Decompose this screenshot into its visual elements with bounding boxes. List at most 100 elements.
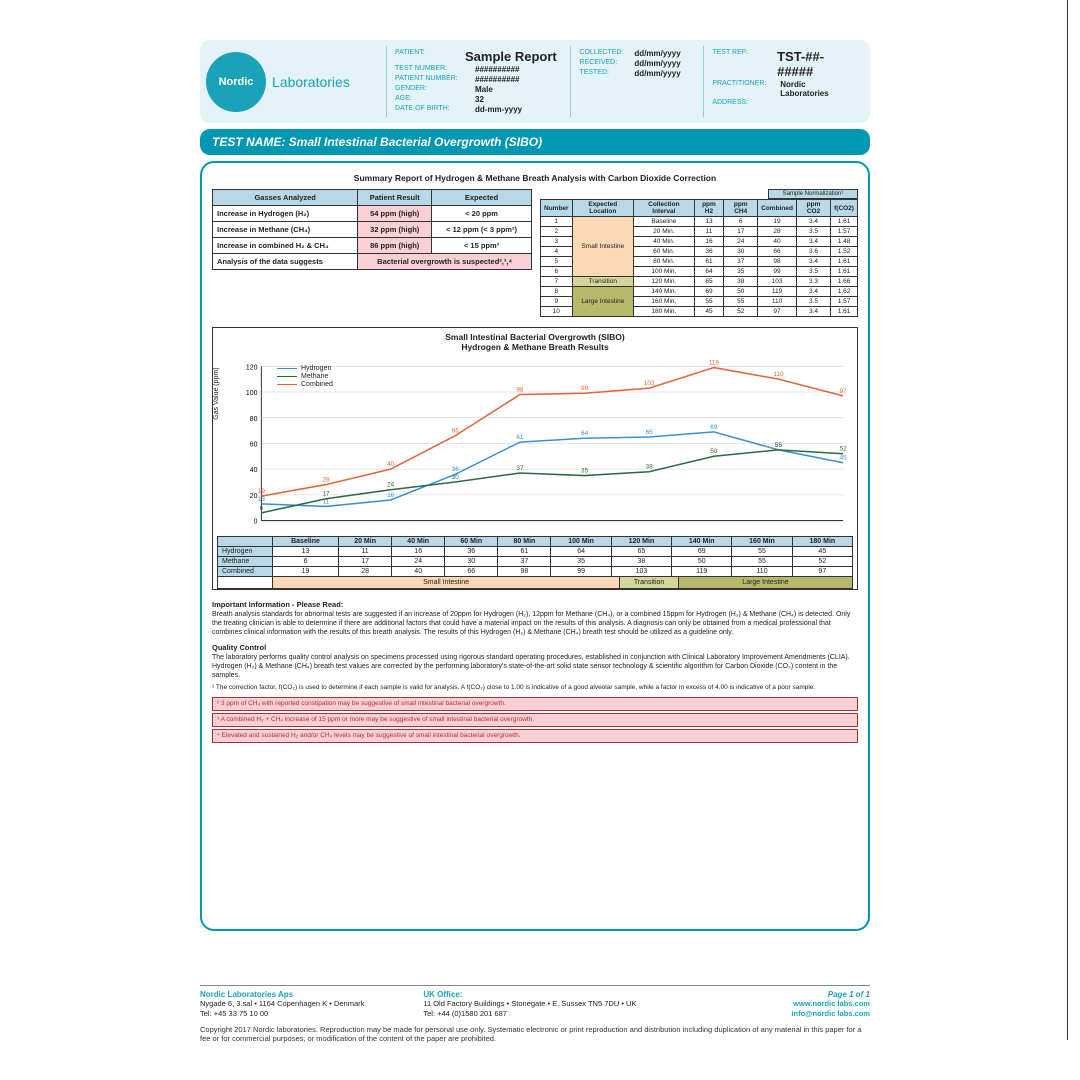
chart-legend: HydrogenMethaneCombined xyxy=(277,364,333,389)
hdr-label: RECEIVED: xyxy=(579,59,634,68)
logo-circle: Nordic xyxy=(206,52,266,112)
hdr-value: Nordic Laboratories xyxy=(780,80,854,98)
cdata-row: Methane6172430373538505552 xyxy=(218,557,853,567)
svg-text:80: 80 xyxy=(250,416,258,423)
sample-row: 1Small IntestineBaseline136193.41.61 xyxy=(541,217,858,227)
footer-web: www.nordic labs.com xyxy=(647,999,870,1009)
info-p1: Breath analysis standards for abnormal t… xyxy=(212,611,850,636)
test-name-bar: TEST NAME: Small Intestinal Bacterial Ov… xyxy=(200,129,870,155)
svg-text:66: 66 xyxy=(452,428,459,435)
hdr-value: dd/mm/yyyy xyxy=(634,69,680,78)
patient-name: Sample Report xyxy=(465,49,557,64)
footer-copyright: Copyright 2017 Nordic laboratories. Repr… xyxy=(200,1025,870,1045)
cdata-th: 40 Min xyxy=(392,537,445,547)
cdata-th: 160 Min xyxy=(732,537,792,547)
testref-label: TEST REF: xyxy=(712,49,777,79)
footer-addr-uk: 11 Old Factory Buildings • Stonegate • E… xyxy=(423,999,646,1009)
cdata-th: 180 Min xyxy=(792,537,852,547)
svg-text:28: 28 xyxy=(322,477,329,484)
footer-company: Nordic Laboratories Aps xyxy=(200,990,423,999)
svg-text:110: 110 xyxy=(773,371,784,378)
info-p2: The laboratory performs quality control … xyxy=(212,654,850,679)
hdr-value: ########## xyxy=(475,75,520,84)
hdr-label: PATIENT NUMBER: xyxy=(395,75,475,84)
hdr-label: AGE: xyxy=(395,95,475,104)
samp-th: Expected Location xyxy=(572,200,634,217)
patient-label: PATIENT: xyxy=(395,49,465,64)
suggest-label: Analysis of the data suggests xyxy=(213,254,358,270)
svg-text:16: 16 xyxy=(387,492,394,499)
sum-th: Expected xyxy=(432,190,532,206)
samp-th: Combined xyxy=(758,200,797,217)
sample-table: NumberExpected LocationCollection Interv… xyxy=(540,199,858,317)
sum-result: 86 ppm (high) xyxy=(358,238,432,254)
loc-si: Small Intestine xyxy=(572,217,634,277)
svg-text:60: 60 xyxy=(250,442,258,449)
legend-item: Methane xyxy=(277,373,333,380)
samp-th: ppm H2 xyxy=(694,200,724,217)
sum-result: 54 ppm (high) xyxy=(358,206,432,222)
suggest-value: Bacterial overgrowth is suspected²,³,⁴ xyxy=(358,254,532,270)
svg-text:119: 119 xyxy=(709,360,720,367)
svg-text:69: 69 xyxy=(710,424,717,431)
svg-text:97: 97 xyxy=(840,388,847,395)
info-h1: Important Information - Please Read: xyxy=(212,600,343,609)
svg-text:99: 99 xyxy=(581,385,588,392)
sum-gas: Increase in combined H₂ & CH₄ xyxy=(213,238,358,254)
footnote-4: ⁴ Elevated and sustained H₂ and/or CH₄ l… xyxy=(212,729,858,743)
summary-table-wrap: Gasses AnalyzedPatient ResultExpected In… xyxy=(212,189,532,317)
svg-text:0: 0 xyxy=(254,519,258,526)
svg-text:6: 6 xyxy=(260,505,264,512)
svg-text:40: 40 xyxy=(250,467,258,474)
footnote-2: ² 3 ppm of CH₄ with reported constipatio… xyxy=(212,697,858,711)
hdr-value: dd-mm-yyyy xyxy=(475,105,522,114)
sample-row: 7Transition120 Min.65381033.31.66 xyxy=(541,277,858,287)
svg-text:120: 120 xyxy=(246,365,258,372)
testref-value: TST-##-##### xyxy=(777,49,854,79)
svg-text:17: 17 xyxy=(322,491,329,498)
locbar-tr: Transition xyxy=(620,577,679,588)
sum-th: Patient Result xyxy=(358,190,432,206)
cdata-th: 80 Min xyxy=(498,537,551,547)
sum-result: 32 ppm (high) xyxy=(358,222,432,238)
svg-text:98: 98 xyxy=(516,387,523,394)
hdr-label: COLLECTED: xyxy=(579,49,634,58)
hdr-value: dd/mm/yyyy xyxy=(634,59,680,68)
cdata-row: Hydrogen13111636616465695545 xyxy=(218,547,853,557)
sum-gas: Increase in Methane (CH₄) xyxy=(213,222,358,238)
info-h2: Quality Control xyxy=(212,643,266,652)
sum-expected: < 12 ppm (< 3 ppm²) xyxy=(432,222,532,238)
svg-text:19: 19 xyxy=(258,488,265,495)
sum-expected: < 20 ppm xyxy=(432,206,532,222)
svg-text:50: 50 xyxy=(710,448,717,455)
samp-th: ppm CO2 xyxy=(796,200,830,217)
header: Nordic Laboratories PATIENT: Sample Repo… xyxy=(200,40,870,123)
hdr-label: DATE OF BIRTH: xyxy=(395,105,475,114)
chart-container: Small Intestinal Bacterial Overgrowth (S… xyxy=(212,327,858,590)
svg-text:61: 61 xyxy=(516,434,523,441)
sample-row: 8Large Intestine140 Min.69501193.41.62 xyxy=(541,287,858,297)
footer-mail: info@nordic labs.com xyxy=(647,1009,870,1019)
hdr-value: Male xyxy=(475,85,493,94)
hdr-label: GENDER: xyxy=(395,85,475,94)
cdata-th: 100 Min xyxy=(551,537,611,547)
legend-item: Combined xyxy=(277,381,333,388)
footer-tel-dk: Tel: +45 33 75 10 00 xyxy=(200,1009,423,1019)
svg-text:38: 38 xyxy=(646,464,653,471)
svg-text:24: 24 xyxy=(387,482,394,489)
hdr-label: ADDRESS: xyxy=(712,99,782,106)
sample-note: Sample Normalization¹ xyxy=(768,189,858,199)
sum-gas: Increase in Hydrogen (H₂) xyxy=(213,206,358,222)
samp-th: Number xyxy=(541,200,573,217)
svg-text:20: 20 xyxy=(250,493,258,500)
page-edge xyxy=(1067,0,1068,1040)
hdr-label: TESTED: xyxy=(579,69,634,78)
hdr-label: PRACTITIONER: xyxy=(712,80,780,98)
footnote-3: ³ A combined H₂ + CH₄ increase of 15 ppm… xyxy=(212,713,858,727)
samp-th: ppm CH4 xyxy=(724,200,758,217)
report-page: Nordic Laboratories PATIENT: Sample Repo… xyxy=(200,40,870,931)
main-panel: Summary Report of Hydrogen & Methane Bre… xyxy=(200,161,870,931)
cdata-th: 140 Min xyxy=(672,537,732,547)
cdata-row: Combined19284066989910311911097 xyxy=(218,567,853,577)
logo-text: Laboratories xyxy=(272,74,350,90)
